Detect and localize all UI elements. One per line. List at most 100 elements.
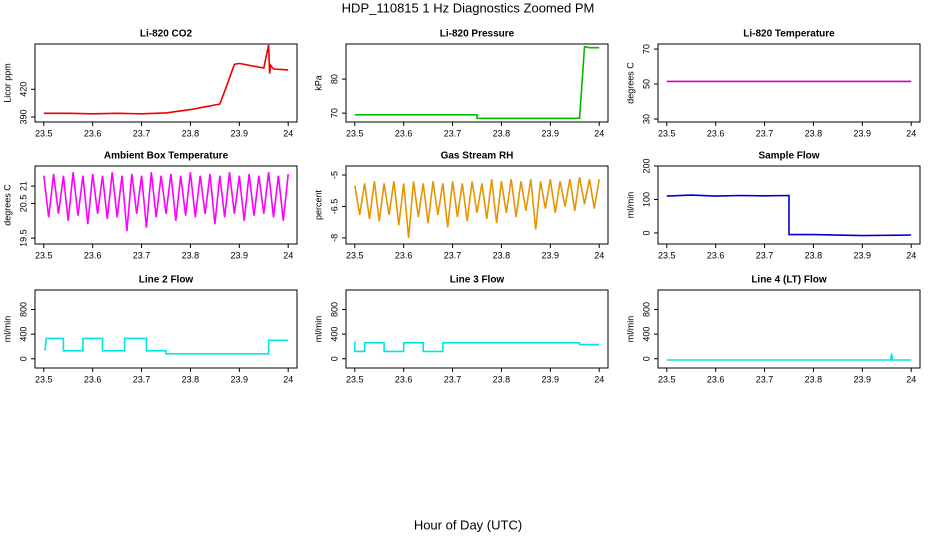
data-line <box>354 341 600 353</box>
y-tick-label: 0 <box>641 230 651 235</box>
y-tick-label: 400 <box>18 327 28 342</box>
x-tick-label: 23.9 <box>231 250 249 260</box>
x-tick-label: 23.7 <box>133 128 151 138</box>
x-tick-label: 24 <box>906 374 916 384</box>
x-tick-label: 23.6 <box>395 374 413 384</box>
x-tick-label: 23.5 <box>346 374 364 384</box>
x-tick-label: 23.9 <box>542 128 560 138</box>
y-tick-label: 420 <box>18 82 28 97</box>
x-tick-label: 23.7 <box>133 374 151 384</box>
y-tick-label: -5 <box>329 171 339 179</box>
x-tick-label: 23.6 <box>395 250 413 260</box>
x-tick-label: 23.5 <box>658 374 676 384</box>
plot-frame <box>34 289 298 369</box>
data-line <box>43 172 289 232</box>
x-tick-label: 23.9 <box>542 250 560 260</box>
data-line <box>354 45 600 120</box>
x-tick-label: 23.8 <box>182 128 200 138</box>
x-tick-label: 23.9 <box>854 128 872 138</box>
x-tick-label: 23.7 <box>756 374 774 384</box>
panel-title: Line 3 Flow <box>450 275 505 286</box>
panel-title: Line 2 Flow <box>139 275 194 286</box>
x-tick-label: 23.6 <box>707 374 725 384</box>
x-tick-label: 23.7 <box>756 250 774 260</box>
x-tick-label: 23.5 <box>346 128 364 138</box>
y-tick-label: 80 <box>329 74 339 84</box>
x-tick-label: 23.7 <box>444 128 462 138</box>
panel-title: Sample Flow <box>758 151 819 162</box>
x-tick-label: 23.7 <box>133 250 151 260</box>
x-tick-label: 23.6 <box>707 128 725 138</box>
y-tick-label: -6.5 <box>329 199 339 215</box>
panel-title: Li-820 CO2 <box>140 29 193 40</box>
plot-frame <box>657 43 921 123</box>
x-tick-label: 23.9 <box>231 374 249 384</box>
y-axis-label: ml/min <box>625 192 635 219</box>
x-tick-label: 24 <box>283 250 293 260</box>
y-tick-label: 390 <box>18 109 28 124</box>
x-axis-label: Hour of Day (UTC) <box>414 517 522 532</box>
x-tick-label: 24 <box>283 128 293 138</box>
data-line <box>43 337 289 355</box>
panel-title: Line 4 (LT) Flow <box>751 275 827 286</box>
x-tick-label: 23.5 <box>35 374 53 384</box>
y-tick-label: 0 <box>329 356 339 361</box>
x-tick-label: 23.5 <box>658 250 676 260</box>
data-line <box>666 353 912 361</box>
x-tick-label: 23.8 <box>493 250 511 260</box>
y-tick-label: 0 <box>18 356 28 361</box>
plot-frame <box>657 165 921 245</box>
x-tick-label: 23.7 <box>444 250 462 260</box>
y-tick-label: -8 <box>329 234 339 242</box>
x-tick-label: 24 <box>906 250 916 260</box>
plot-frame <box>34 165 298 245</box>
y-tick-label: 30 <box>641 114 651 124</box>
panel-title: Ambient Box Temperature <box>104 151 229 162</box>
x-tick-label: 24 <box>594 250 604 260</box>
x-tick-label: 24 <box>283 374 293 384</box>
y-tick-label: 800 <box>18 302 28 317</box>
x-tick-label: 23.6 <box>84 250 102 260</box>
x-tick-label: 23.6 <box>707 250 725 260</box>
plot-frame <box>34 43 298 123</box>
x-tick-label: 23.8 <box>493 374 511 384</box>
x-tick-label: 23.5 <box>35 128 53 138</box>
x-tick-label: 23.8 <box>805 250 823 260</box>
y-axis-label: ml/min <box>625 316 635 343</box>
x-tick-label: 23.8 <box>182 374 200 384</box>
x-tick-label: 23.6 <box>84 374 102 384</box>
panel-title: Gas Stream RH <box>441 151 514 162</box>
y-axis-label: Licor ppm <box>2 63 12 103</box>
x-tick-label: 23.9 <box>231 128 249 138</box>
y-axis-label: percent <box>313 189 323 220</box>
y-tick-label: 100 <box>641 192 651 207</box>
x-tick-label: 23.9 <box>854 374 872 384</box>
y-tick-label: 800 <box>641 302 651 317</box>
y-tick-label: 20.5 <box>18 195 28 213</box>
data-line <box>666 194 912 237</box>
x-tick-label: 23.6 <box>84 128 102 138</box>
plot-frame <box>345 165 609 245</box>
y-axis-label: kPa <box>313 75 323 91</box>
x-tick-label: 23.8 <box>805 128 823 138</box>
x-tick-label: 23.7 <box>444 374 462 384</box>
y-tick-label: 19.5 <box>18 229 28 247</box>
y-axis-label: ml/min <box>313 316 323 343</box>
plot-frame <box>657 289 921 369</box>
x-tick-label: 23.8 <box>805 374 823 384</box>
x-tick-label: 23.9 <box>854 250 872 260</box>
x-tick-label: 24 <box>906 128 916 138</box>
x-tick-label: 23.5 <box>658 128 676 138</box>
x-tick-label: 23.6 <box>395 128 413 138</box>
x-tick-label: 23.8 <box>493 128 511 138</box>
y-tick-label: 400 <box>329 327 339 342</box>
data-line <box>354 176 600 238</box>
panel-title: Li-820 Pressure <box>440 29 515 40</box>
data-line <box>43 44 289 115</box>
y-tick-label: 70 <box>329 108 339 118</box>
y-axis-label: degrees C <box>625 62 635 104</box>
y-tick-label: 50 <box>641 79 651 89</box>
y-axis-label: ml/min <box>2 316 12 343</box>
y-axis-label: degrees C <box>2 184 12 226</box>
